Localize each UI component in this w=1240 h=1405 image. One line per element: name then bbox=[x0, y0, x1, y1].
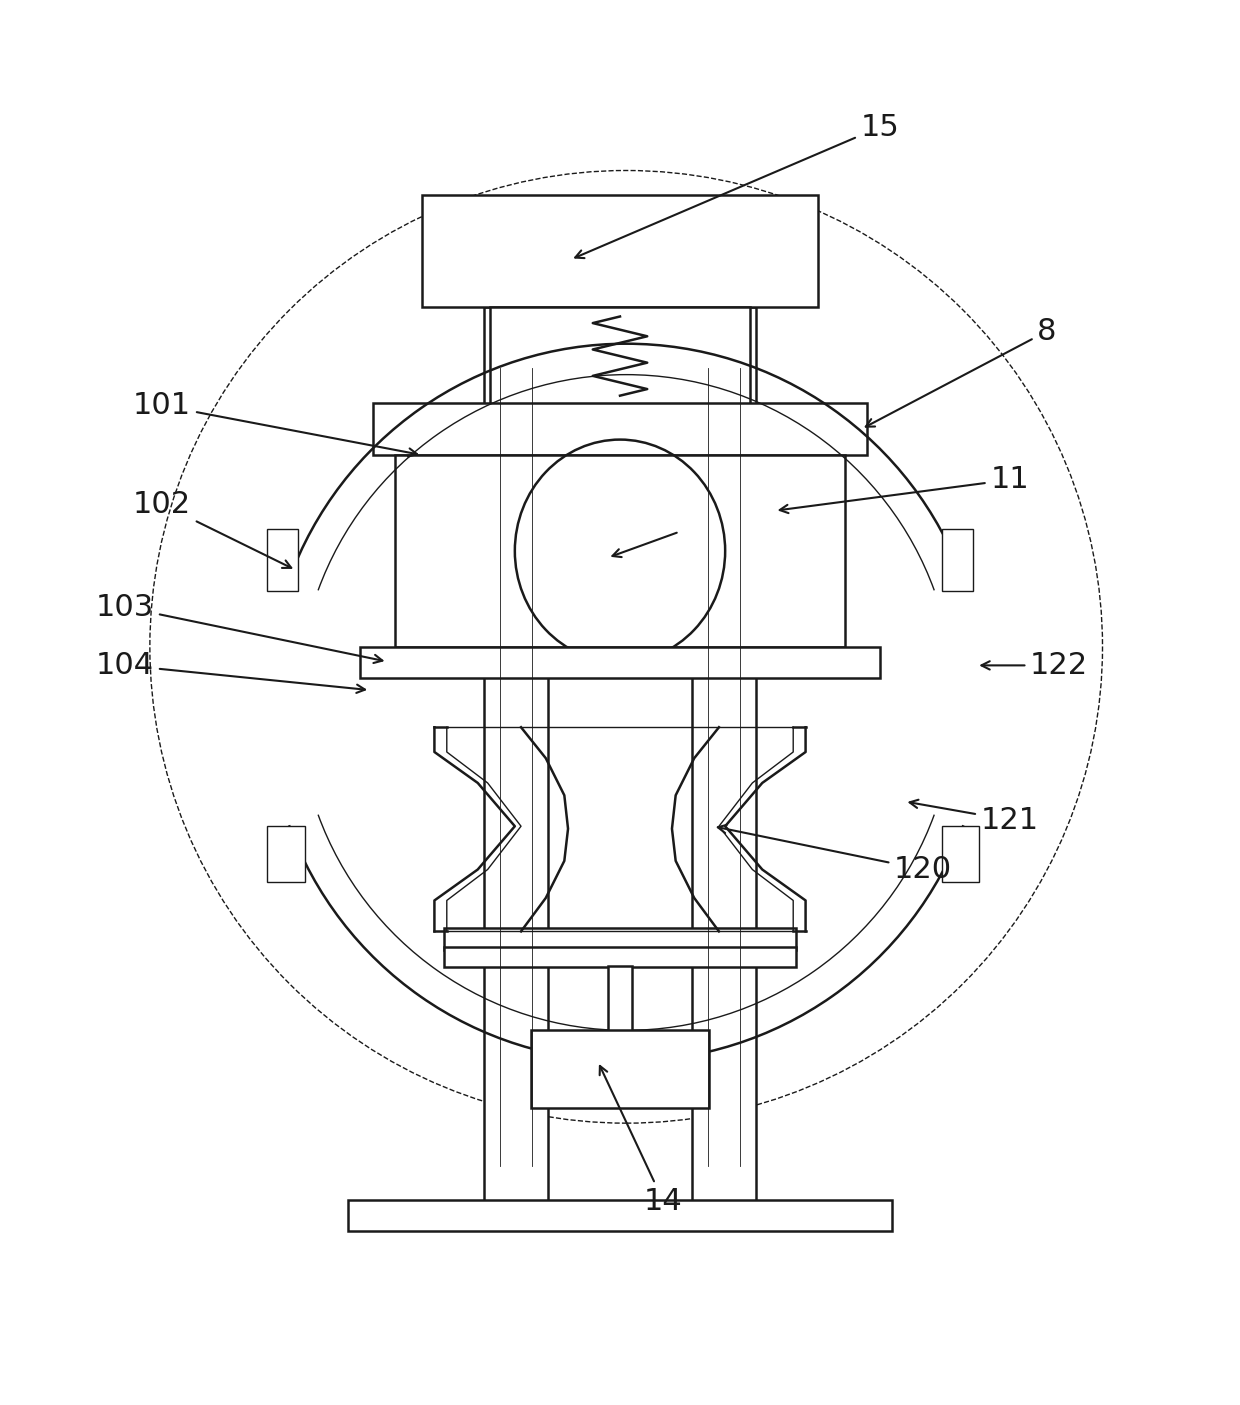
Bar bbox=[444, 947, 796, 967]
Bar bbox=[422, 195, 818, 306]
Bar bbox=[490, 306, 750, 406]
Bar bbox=[268, 826, 305, 882]
Bar bbox=[692, 306, 756, 1228]
Text: 103: 103 bbox=[95, 593, 382, 663]
Text: 104: 104 bbox=[95, 651, 365, 693]
Text: 11: 11 bbox=[780, 465, 1029, 513]
Bar bbox=[372, 403, 868, 455]
Text: 101: 101 bbox=[133, 391, 417, 457]
Text: 14: 14 bbox=[600, 1066, 683, 1215]
Text: 8: 8 bbox=[866, 318, 1056, 427]
Bar bbox=[531, 1030, 709, 1109]
Bar bbox=[608, 967, 632, 1034]
Bar bbox=[484, 306, 548, 1228]
Bar bbox=[941, 530, 972, 592]
Bar bbox=[360, 646, 880, 677]
Text: 120: 120 bbox=[718, 825, 952, 884]
Bar bbox=[347, 1200, 893, 1231]
Bar bbox=[444, 927, 796, 950]
Text: 121: 121 bbox=[910, 799, 1039, 835]
Text: 102: 102 bbox=[133, 490, 291, 568]
Text: 122: 122 bbox=[981, 651, 1089, 680]
Bar bbox=[268, 530, 299, 592]
Text: 15: 15 bbox=[575, 112, 899, 259]
Bar bbox=[394, 455, 846, 646]
Bar bbox=[941, 826, 978, 882]
